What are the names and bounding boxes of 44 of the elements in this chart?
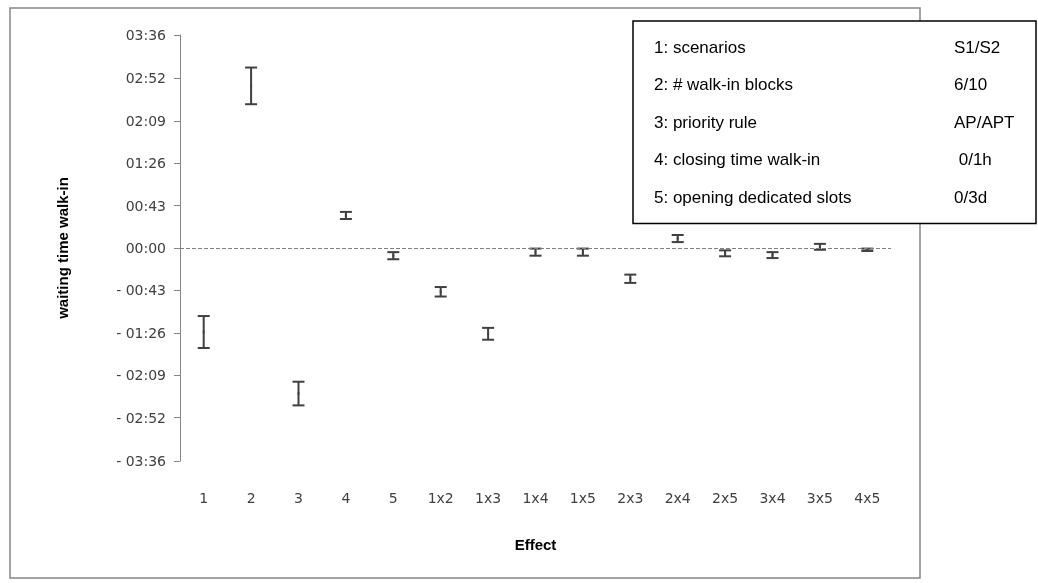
x-tick-label: 5 (388, 490, 398, 506)
y-tick-label: 01:26 (125, 155, 167, 172)
text: AP/APT (954, 112, 1015, 132)
y-tick-label: - 01:26 (116, 324, 167, 341)
text: 6/10 (954, 75, 988, 94)
x-tick-label: 2 (246, 490, 256, 506)
point (487, 332, 490, 336)
x-tick-label: 4x5 (854, 490, 881, 506)
y-tick-label: - 00:43 (116, 282, 166, 299)
y-tick-label: - 02:09 (116, 367, 166, 384)
x-tick-label: 1x5 (569, 490, 596, 506)
annotation: 4: closing time walk-in (654, 150, 821, 169)
y-tick-label: 02:09 (125, 112, 166, 129)
x-tick-label: 1 (199, 490, 209, 506)
x-tick-label: 2x5 (712, 490, 739, 506)
point (439, 290, 442, 294)
y-tick-label: - 03:36 (116, 453, 167, 469)
text: 0/1h (954, 150, 992, 169)
annotation: 2: # walk-in blocks (654, 75, 793, 94)
annotation: 1: scenarios (654, 37, 746, 57)
text: S1/S2 (954, 37, 1001, 57)
x-tick-label: 2x4 (664, 490, 691, 506)
point (629, 277, 632, 281)
y-tick-label: 03:36 (125, 27, 167, 43)
annotation: 5: opening dedicated slots (654, 187, 852, 207)
x-tick-label: 1x2 (427, 490, 454, 506)
point (250, 84, 253, 88)
x-tick-label: 3x4 (759, 490, 786, 506)
text: 0/3d (954, 187, 988, 207)
x-tick-label: 1x4 (522, 490, 549, 506)
x-tick-label: 2x3 (617, 490, 644, 506)
point (202, 330, 205, 334)
y-axis-title: waiting time walk-in (54, 177, 71, 320)
y-tick-label: 02:52 (125, 70, 166, 87)
x-tick-label: 1x3 (475, 490, 502, 506)
y-tick-label: - 02:52 (116, 409, 166, 426)
y-tick-label: 00:43 (125, 197, 166, 214)
x-tick-label: 3 (294, 490, 303, 506)
x-tick-label: 4 (341, 490, 351, 506)
x-axis-title: Effect (514, 536, 557, 553)
y-tick-label: 00:00 (125, 240, 166, 256)
x-tick-label: 3x5 (806, 490, 833, 506)
annotation: 3: priority rule (654, 112, 757, 132)
point (297, 392, 300, 396)
